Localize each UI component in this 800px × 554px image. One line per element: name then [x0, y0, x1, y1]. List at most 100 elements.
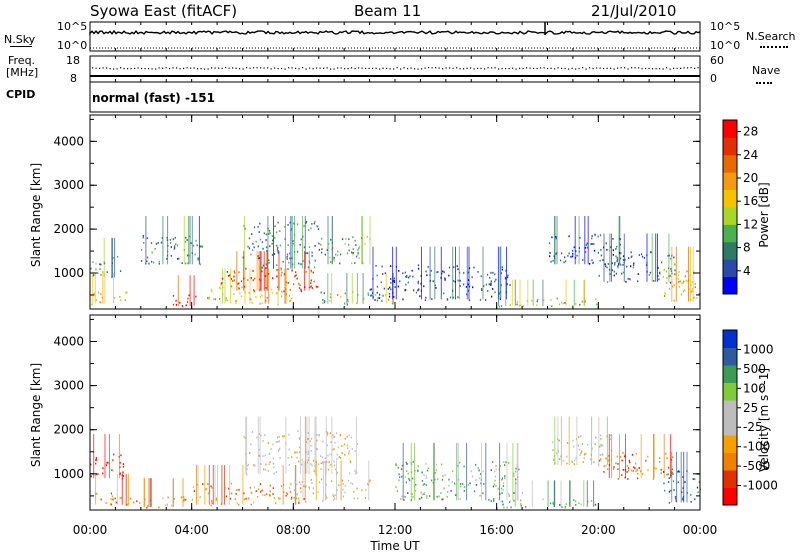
- scatter-cell: [298, 497, 300, 500]
- scatter-cell: [691, 288, 693, 290]
- scatter-cell: [517, 301, 519, 303]
- scatter-cell: [597, 251, 599, 254]
- nave-point: [389, 68, 391, 70]
- scatter-cell: [454, 482, 456, 485]
- scatter-cell: [440, 463, 443, 466]
- scatter-cell: [277, 250, 279, 252]
- scatter-cell: [697, 491, 699, 494]
- scatter-cell: [417, 282, 419, 285]
- scatter-cell: [253, 246, 255, 249]
- scatter-cell: [346, 252, 348, 255]
- scatter-cell: [325, 484, 327, 486]
- scatter-cell: [308, 487, 311, 490]
- scatter-cell: [259, 302, 261, 305]
- nave-point: [592, 68, 594, 70]
- scatter-cell: [160, 241, 163, 244]
- scatter-cell: [399, 476, 401, 479]
- scatter-cell: [344, 302, 346, 305]
- scatter-cell: [459, 498, 461, 500]
- scatter-cell: [357, 253, 359, 256]
- scatter-cell: [100, 301, 102, 304]
- scatter-cell: [441, 498, 443, 501]
- nave-point: [344, 68, 346, 70]
- scatter-cell: [480, 473, 482, 475]
- scatter-cell: [348, 434, 350, 437]
- scatter-cell: [684, 289, 686, 292]
- scatter-cell: [668, 501, 671, 504]
- colorbar-segment: [723, 382, 737, 401]
- scatter-cell: [621, 272, 623, 275]
- x-tick-label: 00:00: [73, 523, 108, 537]
- scatter-cell: [211, 502, 213, 504]
- scatter-cell: [296, 250, 299, 253]
- scatter-cell: [247, 279, 249, 281]
- scatter-cell: [591, 235, 593, 237]
- scatter-cell: [337, 250, 339, 253]
- scatter-cell: [112, 257, 114, 259]
- scatter-cell: [649, 271, 652, 274]
- scatter-cell: [587, 443, 589, 446]
- scatter-cell: [681, 282, 683, 285]
- scatter-cell: [280, 485, 283, 488]
- nave-point: [106, 67, 108, 69]
- scatter-cell: [308, 229, 310, 231]
- scatter-streak: [468, 246, 470, 300]
- colorbar-tick-label: 1000: [743, 342, 774, 356]
- scatter-cell: [607, 459, 609, 462]
- scatter-cell: [406, 463, 408, 465]
- scatter-cell: [522, 305, 524, 307]
- colorbar-tick-label: 24: [743, 148, 758, 162]
- scatter-streak: [246, 416, 248, 474]
- nave-point: [144, 68, 146, 70]
- colorbar-segment: [723, 207, 737, 225]
- nave-point: [407, 68, 409, 70]
- scatter-cell: [289, 252, 291, 255]
- scatter-cell: [406, 274, 408, 277]
- scatter-cell: [515, 482, 517, 485]
- scatter-cell: [408, 479, 411, 482]
- scatter-streak: [263, 251, 265, 291]
- scatter-cell: [421, 496, 423, 499]
- scatter-cell: [187, 297, 189, 300]
- scatter-cell: [579, 454, 581, 457]
- scatter-cell: [206, 487, 208, 490]
- scatter-cell: [423, 474, 425, 477]
- scatter-cell: [552, 449, 554, 452]
- velocity-panel-frame: [89, 314, 701, 511]
- scatter-cell: [471, 475, 474, 478]
- scatter-cell: [287, 282, 289, 284]
- scatter-streak: [148, 478, 150, 507]
- scatter-cell: [326, 249, 328, 251]
- scatter-cell: [99, 268, 101, 270]
- scatter-cell: [318, 481, 320, 484]
- scatter-cell: [674, 496, 677, 498]
- nave-point: [568, 68, 570, 70]
- scatter-cell: [354, 470, 356, 472]
- y-tick-label: 4000: [53, 334, 84, 348]
- scatter-cell: [238, 488, 240, 491]
- scatter-cell: [269, 494, 271, 497]
- scatter-cell: [682, 498, 684, 501]
- scatter-cell: [457, 296, 459, 299]
- scatter-streak: [458, 442, 460, 501]
- scatter-streak: [294, 465, 296, 505]
- scatter-cell: [100, 293, 102, 296]
- scatter-cell: [663, 482, 665, 485]
- scatter-cell: [395, 486, 397, 488]
- scatter-cell: [351, 448, 353, 450]
- scatter-cell: [682, 497, 684, 500]
- scatter-cell: [663, 268, 666, 271]
- scatter-cell: [279, 497, 281, 500]
- scatter-cell: [390, 281, 392, 284]
- scatter-streak: [258, 251, 260, 291]
- scatter-cell: [185, 304, 187, 307]
- scatter-cell: [602, 444, 604, 447]
- scatter-cell: [367, 294, 370, 297]
- nave-point: [617, 67, 619, 69]
- scatter-cell: [92, 274, 95, 277]
- scatter-cell: [332, 448, 334, 451]
- scatter-cell: [315, 285, 317, 288]
- scatter-cell: [374, 299, 376, 301]
- scatter-cell: [300, 238, 302, 241]
